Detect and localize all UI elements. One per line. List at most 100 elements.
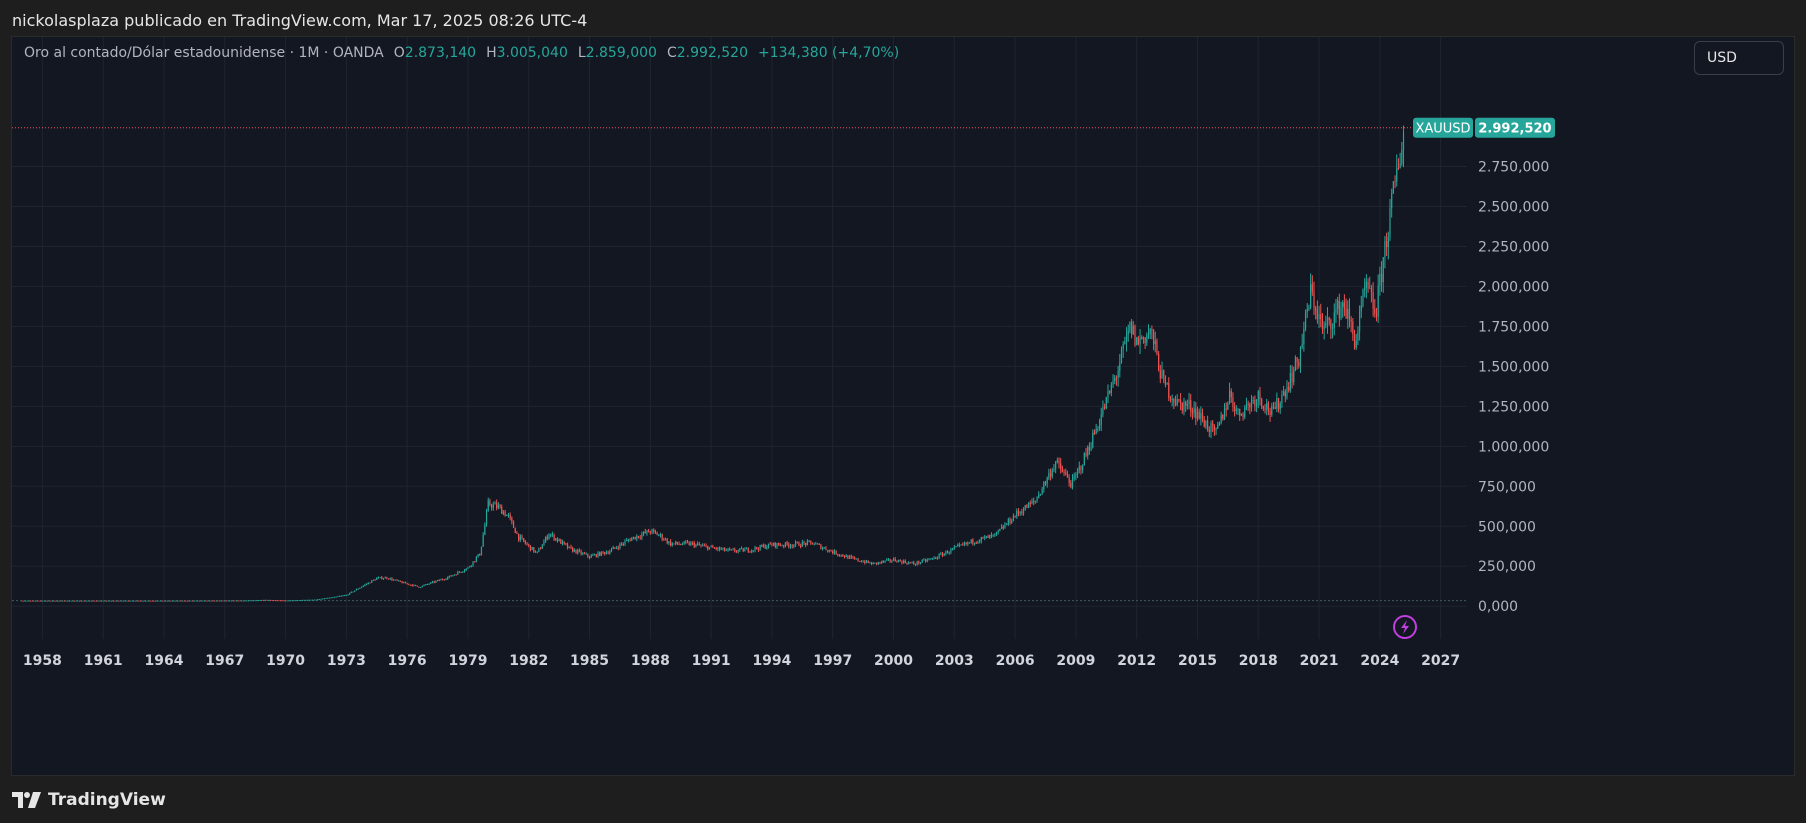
candle-body — [994, 533, 996, 535]
candle-body — [1264, 408, 1266, 410]
candle-body — [506, 514, 508, 516]
candle-body — [132, 600, 135, 602]
candle-body — [539, 548, 542, 550]
candle-body — [1092, 432, 1094, 448]
candle-body — [948, 552, 950, 554]
candle-body — [1095, 428, 1097, 435]
candle-body — [1252, 399, 1254, 401]
candle-body — [914, 564, 917, 566]
candle-body — [171, 600, 174, 602]
candle-body — [494, 503, 496, 505]
candle-body — [480, 546, 483, 556]
candle-body — [1115, 377, 1118, 379]
x-tick-label: 1973 — [327, 653, 366, 669]
candle-body — [1350, 319, 1352, 322]
candle-body — [636, 536, 638, 540]
price-chart[interactable]: 0,000 250,000 500,000 750,000 1.000,000 1.250… — [12, 37, 1796, 777]
candle-body — [415, 584, 417, 586]
candle-body — [1191, 410, 1194, 414]
candle-body — [653, 529, 655, 531]
candle-body — [864, 561, 866, 563]
candle-body — [810, 541, 812, 543]
candle-body — [382, 578, 385, 580]
candle-body — [401, 581, 403, 584]
candle-body — [399, 580, 402, 582]
candle-body — [244, 600, 246, 602]
candle-body — [38, 600, 40, 602]
candle-body — [1002, 526, 1004, 529]
candle-body — [1033, 501, 1035, 503]
currency-button[interactable]: USD — [1694, 41, 1784, 75]
candle-body — [283, 600, 285, 602]
candle-body — [1154, 340, 1156, 345]
candle-body — [751, 550, 753, 552]
candle-body — [371, 580, 373, 583]
candle-body — [963, 542, 966, 545]
candle-body — [832, 551, 834, 554]
candle-body — [695, 544, 697, 547]
candle-body — [232, 600, 234, 602]
candle-body — [646, 530, 648, 534]
candle-body — [344, 595, 346, 597]
candle-body — [641, 534, 643, 538]
candle-body — [965, 542, 967, 544]
candle-body — [261, 599, 263, 601]
candle-body — [1386, 240, 1388, 248]
candle-body — [621, 543, 623, 545]
candle-body — [1338, 300, 1340, 319]
candle-body — [1205, 420, 1207, 427]
candle-body — [828, 549, 830, 552]
candle-body — [257, 600, 260, 602]
candle-body — [1284, 391, 1286, 397]
candle-body — [1105, 397, 1107, 409]
candle-body — [1247, 403, 1249, 405]
candle-body — [68, 600, 71, 602]
candle-body — [729, 548, 731, 550]
candle-body — [1208, 429, 1210, 432]
candle-body — [637, 536, 640, 538]
candle-body — [891, 560, 893, 562]
candle-body — [1326, 317, 1329, 323]
axes: 0,000 250,000 500,000 750,000 1.000,000 1.250… — [23, 160, 1549, 669]
candle-body — [127, 600, 130, 602]
candle-body — [1293, 370, 1295, 383]
candle-body — [77, 600, 79, 602]
candle-body — [1370, 287, 1373, 293]
candle-body — [1139, 337, 1141, 345]
candle-body — [852, 557, 854, 559]
candle-body — [276, 600, 278, 602]
candle-body — [176, 600, 179, 602]
candle-body — [1257, 391, 1259, 401]
candle-body — [619, 543, 621, 549]
candle-body — [909, 562, 911, 564]
candle-body — [705, 545, 707, 547]
candle-body — [306, 599, 309, 601]
candle-body — [126, 600, 128, 602]
candle-body — [1048, 472, 1050, 478]
candle-body — [908, 562, 910, 564]
candle-body — [840, 554, 842, 556]
candle-body — [1166, 383, 1168, 385]
reference-lines — [12, 127, 1472, 602]
candle-body — [1328, 317, 1330, 320]
candle-body — [1195, 408, 1197, 419]
candle-body — [512, 521, 515, 528]
candle-body — [58, 600, 60, 602]
candle-body — [651, 529, 653, 533]
candle-body — [340, 595, 342, 597]
chart-panel[interactable]: 0,000 250,000 500,000 750,000 1.000,000 1.250… — [11, 36, 1795, 776]
candle-body — [111, 600, 113, 602]
tradingview-brand[interactable]: TradingView — [12, 787, 166, 813]
candle-body — [1017, 510, 1020, 514]
candle-body — [84, 600, 86, 602]
candle-body — [210, 600, 212, 602]
candle-body — [702, 545, 704, 547]
lightning-icon[interactable] — [1393, 615, 1417, 639]
candle-body — [1134, 326, 1136, 346]
candle-body — [60, 600, 62, 602]
candle-body — [347, 594, 349, 596]
candle-body — [1320, 314, 1322, 320]
last-price-tag: 2.992,520 — [1475, 117, 1555, 138]
candle-body — [583, 553, 586, 555]
candle-body — [656, 532, 658, 536]
